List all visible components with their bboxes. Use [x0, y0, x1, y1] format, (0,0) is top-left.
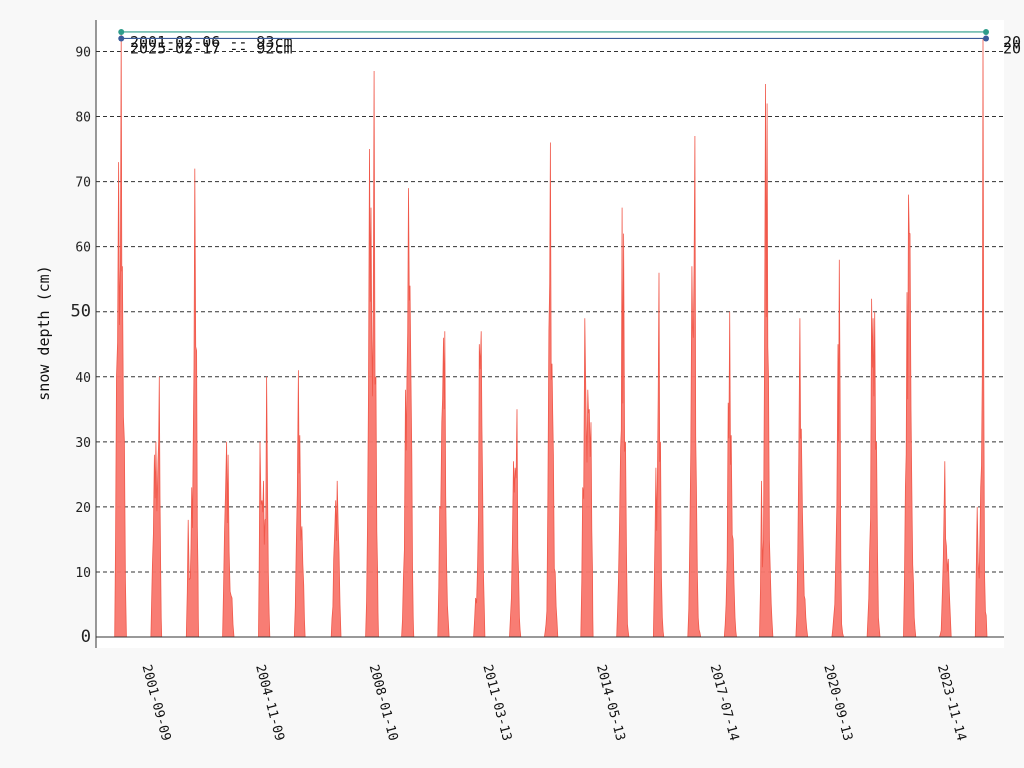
y-tick-label: 60 [75, 241, 91, 256]
x-tick-labels: 2001-09-09 2004-11-09 2008-01-10 2011-03-13… [138, 663, 968, 743]
snow-season-area [437, 331, 450, 638]
grid-layer [96, 50, 1004, 573]
snow-season-area [580, 318, 594, 638]
y-tick-labels: 0 10 20 30 40 50 60 70 80 90 [71, 45, 91, 647]
max-marker-end-dot [983, 28, 990, 35]
y-tick-label: 30 [75, 436, 91, 451]
snow-season-area [866, 298, 881, 638]
area-layer [114, 31, 988, 638]
snow-season-area [473, 331, 486, 638]
snow-season-area [616, 207, 630, 638]
snow-season-area [293, 370, 306, 638]
snow-season-area [903, 194, 917, 638]
y-tick-label: 10 [75, 566, 91, 581]
snow-season-area [652, 272, 665, 638]
x-tick-label: 2017-07-14 [707, 663, 742, 743]
max-marker-start-dot [118, 35, 125, 42]
snow-season-area [509, 409, 522, 638]
x-tick-label: 2020-09-13 [820, 663, 855, 742]
snow-season-area [185, 168, 200, 638]
x-tick-label: 2008-01-10 [366, 663, 401, 742]
y-tick-label: 80 [75, 111, 91, 126]
y-tick-label: 20 [75, 501, 91, 516]
x-tick-label: 2023-11-14 [934, 663, 969, 743]
snow-season-area [330, 480, 342, 638]
x-tick-label: 2014-05-13 [593, 663, 628, 742]
snow-season-area [831, 259, 845, 638]
snow-season-area [974, 38, 988, 638]
snow-season-area [365, 70, 379, 638]
max-markers: 2001-02-06 -- 93cm 20 2025-02-17 -- 92cm 20 [118, 28, 1021, 57]
snow-season-area [258, 376, 271, 638]
snow-season-area [938, 461, 952, 638]
max-marker-end-label: 20 [1003, 33, 1021, 51]
x-tick-label: 2011-03-13 [479, 663, 514, 742]
axis-layer [95, 20, 1004, 648]
snow-season-area [723, 311, 737, 638]
y-tick-label: 40 [75, 371, 91, 386]
snow-season-area [401, 188, 415, 638]
x-tick-label: 2004-11-09 [252, 663, 287, 742]
y-tick-label: 0 [81, 627, 91, 647]
max-marker-label: 2001-02-06 -- 93cm [130, 33, 293, 51]
y-tick-label: 50 [71, 302, 91, 322]
y-axis-title: snow depth (cm) [35, 265, 53, 400]
snow-season-area [150, 376, 163, 638]
max-marker-label: 2025-02-17 -- 92cm [130, 39, 293, 57]
snow-season-area [759, 83, 774, 638]
snow-season-area [543, 142, 559, 638]
max-marker-end-label: 20 [1003, 39, 1021, 57]
max-marker-start-dot [118, 28, 125, 35]
snow-season-area [687, 135, 702, 638]
max-marker-end-dot [983, 35, 990, 42]
snow-season-area [795, 318, 809, 638]
x-tick-label: 2001-09-09 [138, 663, 173, 742]
y-tick-label: 90 [75, 45, 91, 60]
snow-season-area [222, 441, 235, 638]
y-tick-label: 70 [75, 176, 91, 191]
